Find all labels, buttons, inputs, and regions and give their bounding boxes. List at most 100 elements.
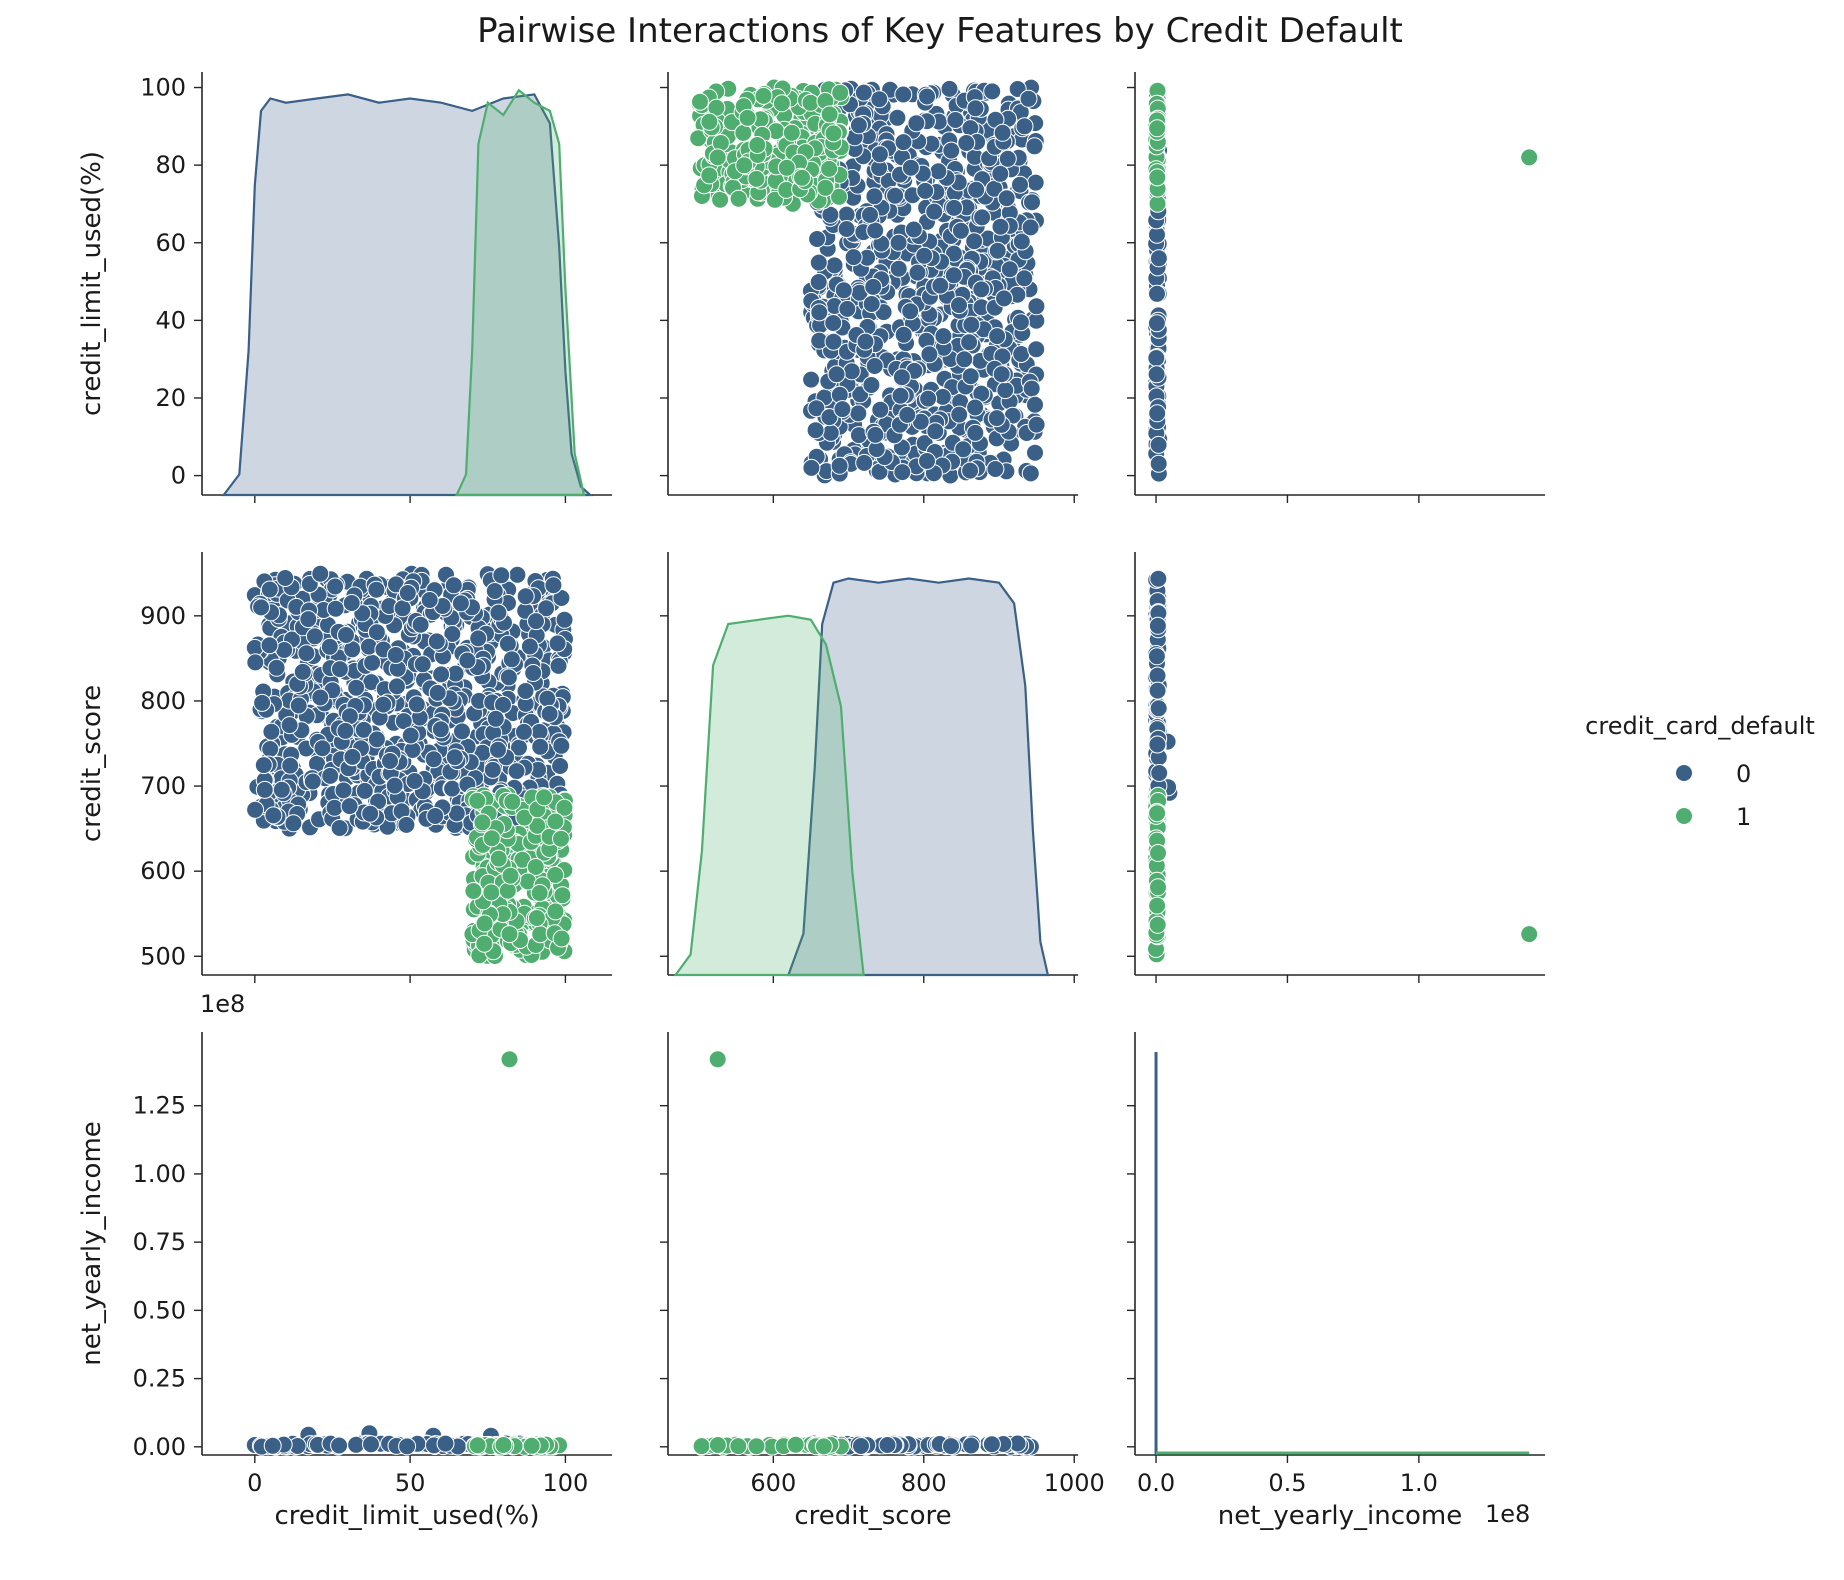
- point-0: [950, 296, 968, 315]
- point-1: [530, 884, 549, 902]
- point-0: [432, 665, 451, 684]
- point-1-outlier: [1520, 148, 1539, 167]
- point-0: [267, 658, 286, 677]
- point-0: [820, 408, 839, 427]
- point-1-outlier: [708, 1050, 727, 1069]
- point-1: [552, 929, 571, 948]
- point-0: [514, 722, 533, 741]
- axis-labels: credit_limit_used(%) credit_score net_year…: [77, 151, 1530, 1531]
- panel-0-2: [1127, 72, 1545, 503]
- point-0: [262, 722, 281, 741]
- point-0: [806, 421, 825, 440]
- y-tick-label: 40: [155, 306, 186, 334]
- point-0: [966, 423, 985, 442]
- y-tick-label: 700: [140, 772, 186, 800]
- point-0: [973, 208, 992, 227]
- point-0: [821, 423, 840, 442]
- point-0: [531, 737, 550, 756]
- point-0: [340, 797, 359, 816]
- y-tick-label: 0.25: [133, 1365, 186, 1393]
- point-0: [824, 332, 843, 351]
- x-tick-label: 0.0: [1137, 1469, 1175, 1497]
- point-1: [820, 159, 839, 178]
- point-1: [482, 883, 501, 902]
- point-0: [246, 800, 265, 819]
- point-0: [354, 720, 373, 739]
- point-0: [1149, 454, 1168, 473]
- point-1: [546, 866, 565, 884]
- point-0: [516, 682, 535, 700]
- point-0: [991, 217, 1010, 236]
- point-0: [284, 814, 303, 833]
- point-1: [772, 94, 791, 113]
- point-1: [501, 866, 520, 885]
- point-0: [305, 627, 324, 646]
- point-0: [865, 357, 884, 375]
- panel-1-0: 500 600 700 800 900: [140, 552, 612, 983]
- point-0: [929, 162, 948, 181]
- point-0: [834, 281, 853, 300]
- point-0: [894, 133, 913, 152]
- panel-0-1: [660, 72, 1078, 503]
- panel-2-0: 0 50 100 0.00 0.25 0.50 0.75 1.00 1.25: [133, 1032, 612, 1497]
- point-1: [515, 808, 534, 827]
- point-1: [689, 129, 708, 148]
- y-tick-label: 60: [155, 229, 186, 257]
- point-0: [944, 266, 963, 285]
- point-0: [489, 603, 508, 622]
- y-offset-label: 1e8: [200, 990, 245, 1018]
- point-0: [986, 460, 1005, 478]
- point-0: [942, 1437, 960, 1456]
- point-0: [961, 461, 980, 480]
- point-1: [747, 169, 766, 188]
- point-1: [801, 93, 820, 112]
- y-tick-label: 20: [155, 384, 186, 412]
- x-tick-label: 1000: [1044, 1469, 1105, 1497]
- point-0: [916, 181, 935, 200]
- point-0: [549, 656, 568, 675]
- x-axis-label: credit_score: [794, 1501, 951, 1531]
- point-0: [1022, 379, 1041, 398]
- point-0: [263, 1436, 282, 1455]
- point-0: [861, 205, 879, 224]
- point-0: [934, 327, 953, 346]
- point-0: [393, 599, 412, 618]
- point-0: [988, 327, 1007, 346]
- legend-marker-1: [1676, 808, 1692, 824]
- point-0: [330, 660, 349, 679]
- point-1: [700, 112, 719, 131]
- point-0: [347, 678, 366, 697]
- point-0: [950, 405, 969, 424]
- point-0: [253, 693, 272, 712]
- y-tick-label: 600: [140, 857, 186, 885]
- point-0: [889, 233, 908, 252]
- point-0: [264, 806, 283, 825]
- x-tick-label: 0.5: [1268, 1469, 1306, 1497]
- point-1: [1148, 915, 1167, 934]
- point-0: [920, 345, 939, 364]
- point-0: [401, 726, 420, 745]
- y-axis-label: credit_score: [77, 685, 107, 842]
- point-1: [503, 792, 522, 811]
- point-1: [527, 909, 546, 927]
- point-1: [830, 187, 848, 206]
- point-0: [1026, 173, 1045, 192]
- point-0: [908, 263, 927, 282]
- point-0: [865, 187, 884, 206]
- point-0: [1015, 269, 1034, 288]
- point-0: [394, 712, 413, 731]
- point-0: [343, 747, 362, 766]
- point-0: [918, 452, 936, 470]
- point-1: [1148, 896, 1167, 915]
- point-0: [407, 695, 426, 714]
- point-0: [802, 458, 821, 477]
- point-0: [901, 302, 920, 321]
- point-0: [444, 576, 463, 595]
- point-0: [827, 365, 846, 384]
- point-0: [954, 440, 973, 459]
- point-0: [966, 99, 985, 118]
- point-0: [280, 716, 299, 735]
- point-0: [854, 83, 873, 102]
- point-0: [355, 781, 374, 800]
- x-tick-label: 50: [395, 1469, 426, 1497]
